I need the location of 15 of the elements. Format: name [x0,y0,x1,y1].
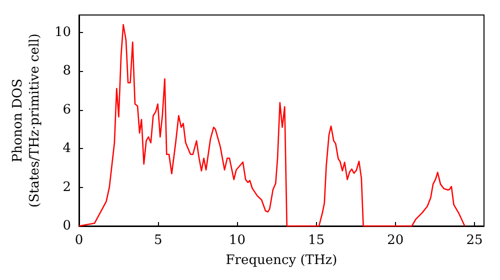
x-tick-label: 0 [74,233,84,248]
x-tick-label: 15 [308,233,325,248]
y-axis-title: Phonon DOS (States/THz·primitive cell) [10,33,43,208]
x-tick-label: 25 [466,233,483,248]
y-tick-label: 2 [62,180,71,195]
x-tick-label: 5 [154,233,162,248]
line-series [78,24,466,227]
x-axis-title: Frequency (THz) [226,252,338,268]
x-tick-label: 10 [228,233,246,248]
y-tick-label: 4 [62,141,71,156]
y-tick-label: 8 [62,64,71,79]
y-tick-label: 0 [62,218,71,234]
y-tick-label: 6 [62,102,71,118]
x-tick-label: 20 [387,233,404,248]
y-tick-label: 10 [54,24,71,40]
